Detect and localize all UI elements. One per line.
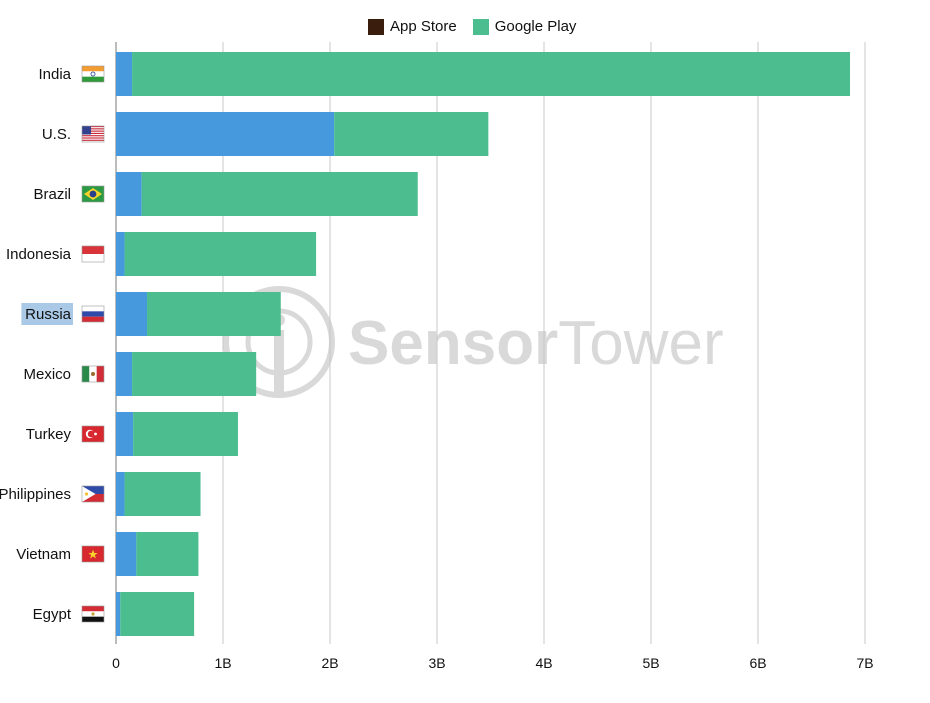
x-tick-label: 3B — [428, 655, 445, 671]
bar-app-store[interactable] — [116, 592, 121, 636]
x-tick-label: 4B — [535, 655, 552, 671]
bar-google-play[interactable] — [133, 412, 238, 456]
x-tick-label: 2B — [321, 655, 338, 671]
us-flag-icon — [81, 125, 105, 143]
watermark-text-bold: Sensor — [348, 309, 558, 378]
watermark-text-light: Tower — [558, 309, 723, 378]
watermark: SensorTower — [223, 286, 724, 398]
legend-item-google-play[interactable]: Google Play — [472, 16, 577, 38]
bar-app-store[interactable] — [116, 112, 335, 156]
category-label: Turkey — [26, 426, 72, 443]
bar-app-store[interactable] — [116, 232, 125, 276]
category-label: Russia — [25, 306, 72, 323]
x-tick-label: 1B — [214, 655, 231, 671]
category-highlight — [21, 303, 73, 325]
category-label: Mexico — [23, 366, 71, 383]
russia-flag-icon — [81, 305, 105, 323]
bar-google-play[interactable] — [132, 52, 851, 96]
bar-google-play[interactable] — [334, 112, 489, 156]
india-flag-icon — [81, 65, 105, 83]
mexico-flag-icon — [81, 365, 105, 383]
bar-google-play[interactable] — [124, 232, 317, 276]
category-label: Vietnam — [16, 546, 71, 563]
category-label: Egypt — [33, 606, 72, 623]
x-tick-label: 0 — [112, 655, 120, 671]
bar-google-play[interactable] — [141, 172, 418, 216]
category-label: U.S. — [42, 126, 71, 143]
bar-google-play[interactable] — [120, 592, 195, 636]
x-tick-label: 7B — [856, 655, 873, 671]
bar-google-play[interactable] — [124, 472, 201, 516]
x-tick-label: 6B — [749, 655, 766, 671]
bar-app-store[interactable] — [116, 292, 148, 336]
flags — [81, 65, 105, 623]
indonesia-flag-icon — [81, 245, 105, 263]
bar-app-store[interactable] — [116, 52, 133, 96]
category-label: Brazil — [33, 186, 71, 203]
legend-label-app-store: App Store — [390, 18, 457, 35]
legend-swatch-app-store — [368, 19, 384, 35]
bar-app-store[interactable] — [116, 172, 142, 216]
chart-legend: App Store Google Play — [368, 16, 576, 38]
turkey-flag-icon — [81, 425, 105, 443]
bar-app-store[interactable] — [116, 532, 137, 576]
category-label: Philippines — [0, 486, 71, 503]
category-label: Indonesia — [6, 246, 72, 263]
bar-google-play[interactable] — [147, 292, 281, 336]
legend-label-google-play: Google Play — [494, 18, 577, 35]
bar-google-play[interactable] — [136, 532, 199, 576]
legend-swatch-google-play — [472, 19, 489, 35]
bar-app-store[interactable] — [116, 472, 125, 516]
x-tick-label: 5B — [642, 655, 659, 671]
egypt-flag-icon — [81, 605, 105, 623]
category-labels: India U.S. Brazil Indonesia Russia Mexico Turk… — [0, 66, 73, 623]
bars — [116, 52, 851, 636]
bar-app-store[interactable] — [116, 352, 133, 396]
category-label: India — [38, 66, 71, 83]
x-axis-ticks: 0 1B 2B 3B 4B 5B 6B 7B — [112, 655, 873, 671]
watermark-text: SensorTower — [348, 309, 724, 378]
bar-app-store[interactable] — [116, 412, 134, 456]
bar-google-play[interactable] — [132, 352, 257, 396]
brazil-flag-icon — [81, 185, 105, 203]
vietnam-flag-icon — [81, 545, 105, 563]
philippines-flag-icon — [81, 485, 105, 503]
legend-item-app-store[interactable]: App Store — [368, 16, 457, 38]
